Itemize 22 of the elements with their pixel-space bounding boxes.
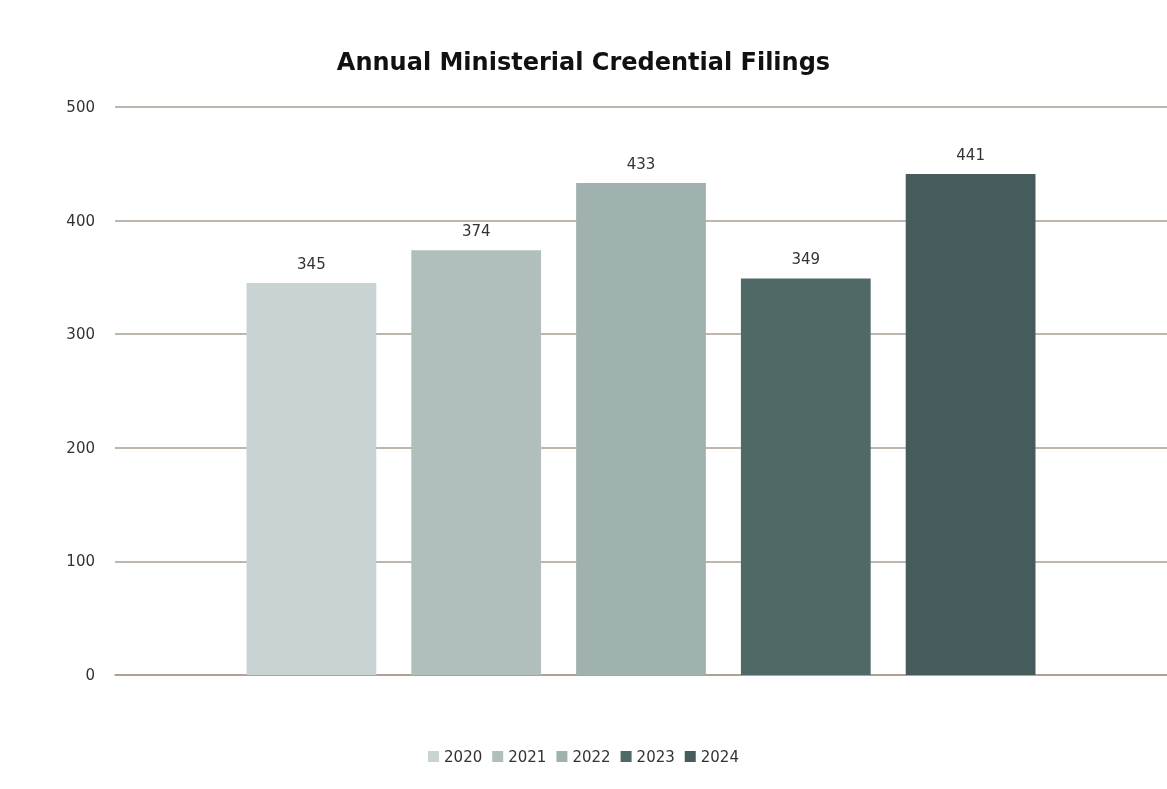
bar (411, 250, 542, 675)
bar (246, 283, 377, 675)
y-tick-label: 500 (66, 98, 95, 116)
data-label: 441 (956, 145, 985, 164)
data-label: 349 (791, 250, 821, 269)
legend-label: 2022 (572, 747, 611, 766)
bar (576, 183, 706, 675)
legend-label: 2024 (700, 747, 739, 766)
data-label: 433 (626, 154, 656, 173)
y-tick-label: 300 (66, 325, 95, 344)
y-tick-label: 200 (66, 438, 95, 457)
y-tick-label: 100 (66, 552, 95, 571)
chart-title: Annual Ministerial Credential Filings (336, 48, 831, 76)
legend-label: 2020 (444, 747, 483, 766)
y-tick-label: 400 (66, 211, 95, 230)
bar (905, 174, 1036, 675)
y-tick-label: 0 (85, 666, 95, 684)
legend-label: 2021 (508, 747, 547, 766)
data-label: 345 (297, 254, 326, 273)
legend-label: 2023 (636, 747, 675, 766)
bar (740, 278, 871, 675)
data-label: 374 (461, 221, 491, 240)
